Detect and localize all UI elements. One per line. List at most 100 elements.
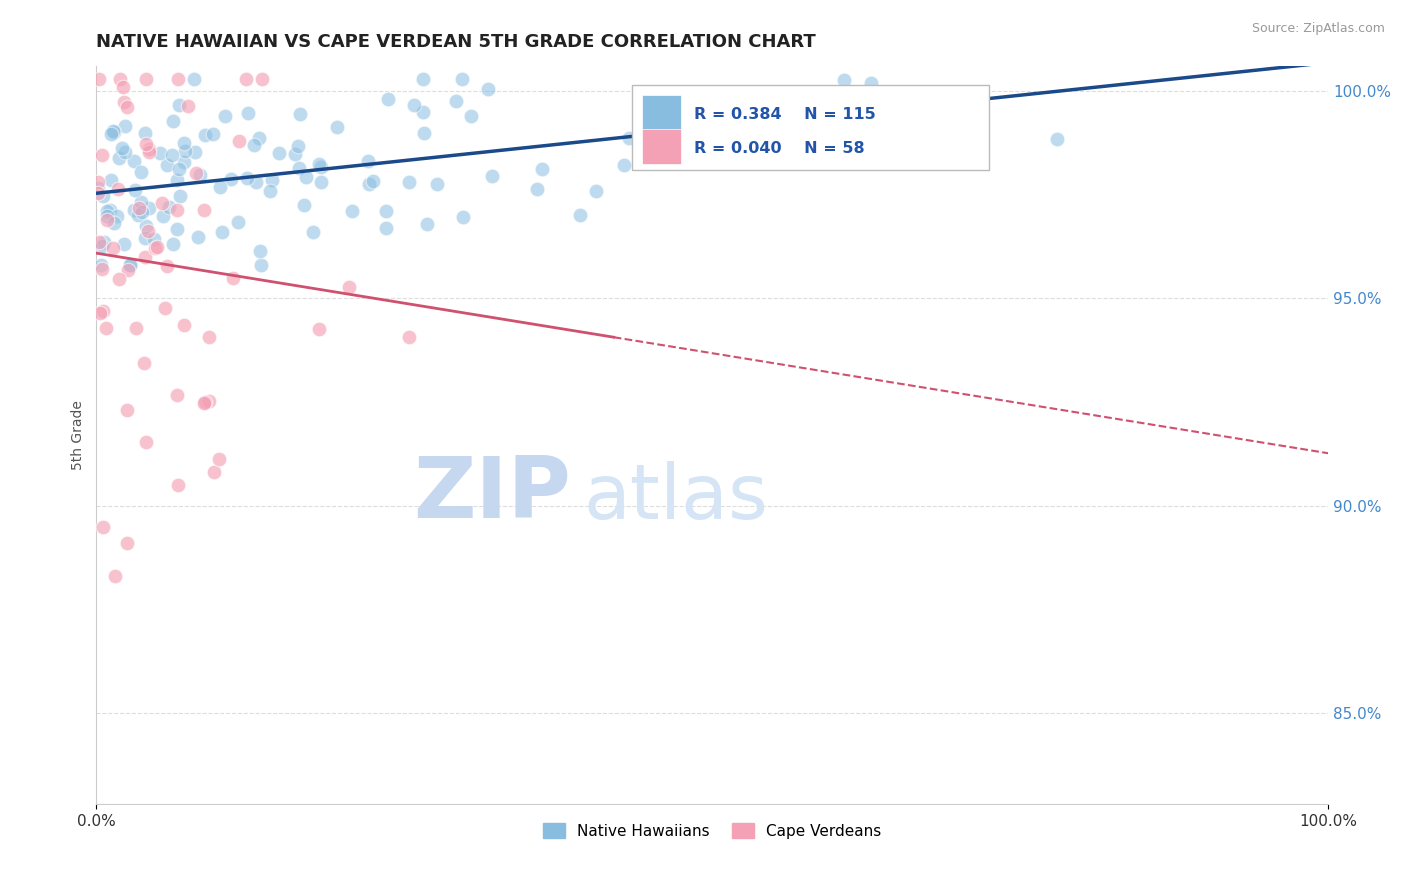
Point — [129, 164, 152, 178]
Point — [162, 237, 184, 252]
Point — [90, 258, 112, 272]
Point — [326, 120, 349, 134]
Point — [167, 161, 190, 176]
Point — [93, 235, 115, 249]
Point — [127, 209, 149, 223]
Point — [114, 145, 136, 160]
Point — [107, 181, 129, 195]
Point — [135, 137, 157, 152]
Point — [412, 71, 434, 86]
Point — [617, 130, 640, 145]
Point — [138, 201, 160, 215]
Point — [103, 216, 125, 230]
Point — [96, 212, 118, 227]
Point — [308, 322, 330, 336]
Point — [477, 82, 499, 96]
Point — [284, 146, 307, 161]
Point — [112, 95, 135, 109]
Point — [398, 330, 420, 344]
Bar — [643, 95, 682, 130]
Point — [267, 145, 290, 160]
Point — [460, 110, 482, 124]
Point — [108, 151, 131, 165]
Point — [673, 97, 696, 112]
Point — [87, 235, 110, 250]
Point — [531, 162, 554, 177]
Point — [375, 203, 398, 218]
Point — [193, 203, 215, 218]
Point — [166, 388, 188, 402]
Point — [613, 158, 636, 172]
Point — [100, 128, 122, 142]
Point — [186, 230, 208, 244]
Point — [153, 301, 176, 315]
Point — [167, 98, 190, 112]
Point — [569, 208, 592, 222]
Text: ZIP: ZIP — [413, 453, 571, 536]
Point — [198, 393, 221, 408]
Point — [243, 138, 266, 153]
Point — [117, 263, 139, 277]
Point — [167, 71, 190, 86]
Point — [108, 71, 131, 86]
Point — [103, 124, 125, 138]
Point — [122, 154, 145, 169]
Point — [115, 402, 138, 417]
Point — [202, 465, 225, 479]
Point — [104, 569, 127, 583]
Point — [184, 145, 207, 159]
FancyBboxPatch shape — [633, 85, 990, 169]
Point — [236, 171, 259, 186]
Point — [87, 71, 110, 86]
Point — [156, 259, 179, 273]
Point — [292, 198, 315, 212]
Point — [128, 201, 150, 215]
Point — [118, 258, 141, 272]
Point — [214, 109, 236, 123]
Point — [167, 478, 190, 492]
Point — [101, 241, 124, 255]
Point — [451, 210, 474, 224]
Point — [235, 71, 257, 86]
Point — [177, 99, 200, 113]
Text: R = 0.384    N = 115: R = 0.384 N = 115 — [693, 107, 876, 121]
Point — [115, 536, 138, 550]
Point — [166, 202, 188, 217]
Point — [193, 396, 215, 410]
Point — [208, 180, 231, 194]
Point — [413, 126, 436, 140]
Point — [173, 136, 195, 150]
Point — [202, 128, 225, 142]
Point — [174, 144, 197, 158]
Point — [91, 262, 114, 277]
Point — [142, 232, 165, 246]
Point — [166, 172, 188, 186]
Point — [124, 183, 146, 197]
Point — [585, 184, 607, 198]
Point — [162, 114, 184, 128]
Point — [309, 175, 332, 189]
Text: NATIVE HAWAIIAN VS CAPE VERDEAN 5TH GRADE CORRELATION CHART: NATIVE HAWAIIAN VS CAPE VERDEAN 5TH GRAD… — [97, 33, 815, 51]
Point — [236, 106, 259, 120]
Point — [134, 126, 156, 140]
Point — [481, 169, 503, 183]
Point — [131, 205, 153, 219]
Point — [301, 225, 323, 239]
Point — [226, 215, 249, 229]
Point — [90, 148, 112, 162]
Point — [363, 174, 385, 188]
Point — [184, 166, 207, 180]
Point — [228, 134, 250, 148]
Point — [96, 203, 118, 218]
Text: atlas: atlas — [583, 461, 768, 535]
Bar — [643, 129, 682, 164]
Point — [194, 395, 217, 409]
Point — [122, 203, 145, 218]
Point — [132, 356, 155, 370]
Point — [190, 168, 212, 182]
Point — [100, 173, 122, 187]
Point — [136, 224, 159, 238]
Point — [259, 184, 281, 198]
Point — [707, 98, 730, 112]
Point — [357, 153, 380, 168]
